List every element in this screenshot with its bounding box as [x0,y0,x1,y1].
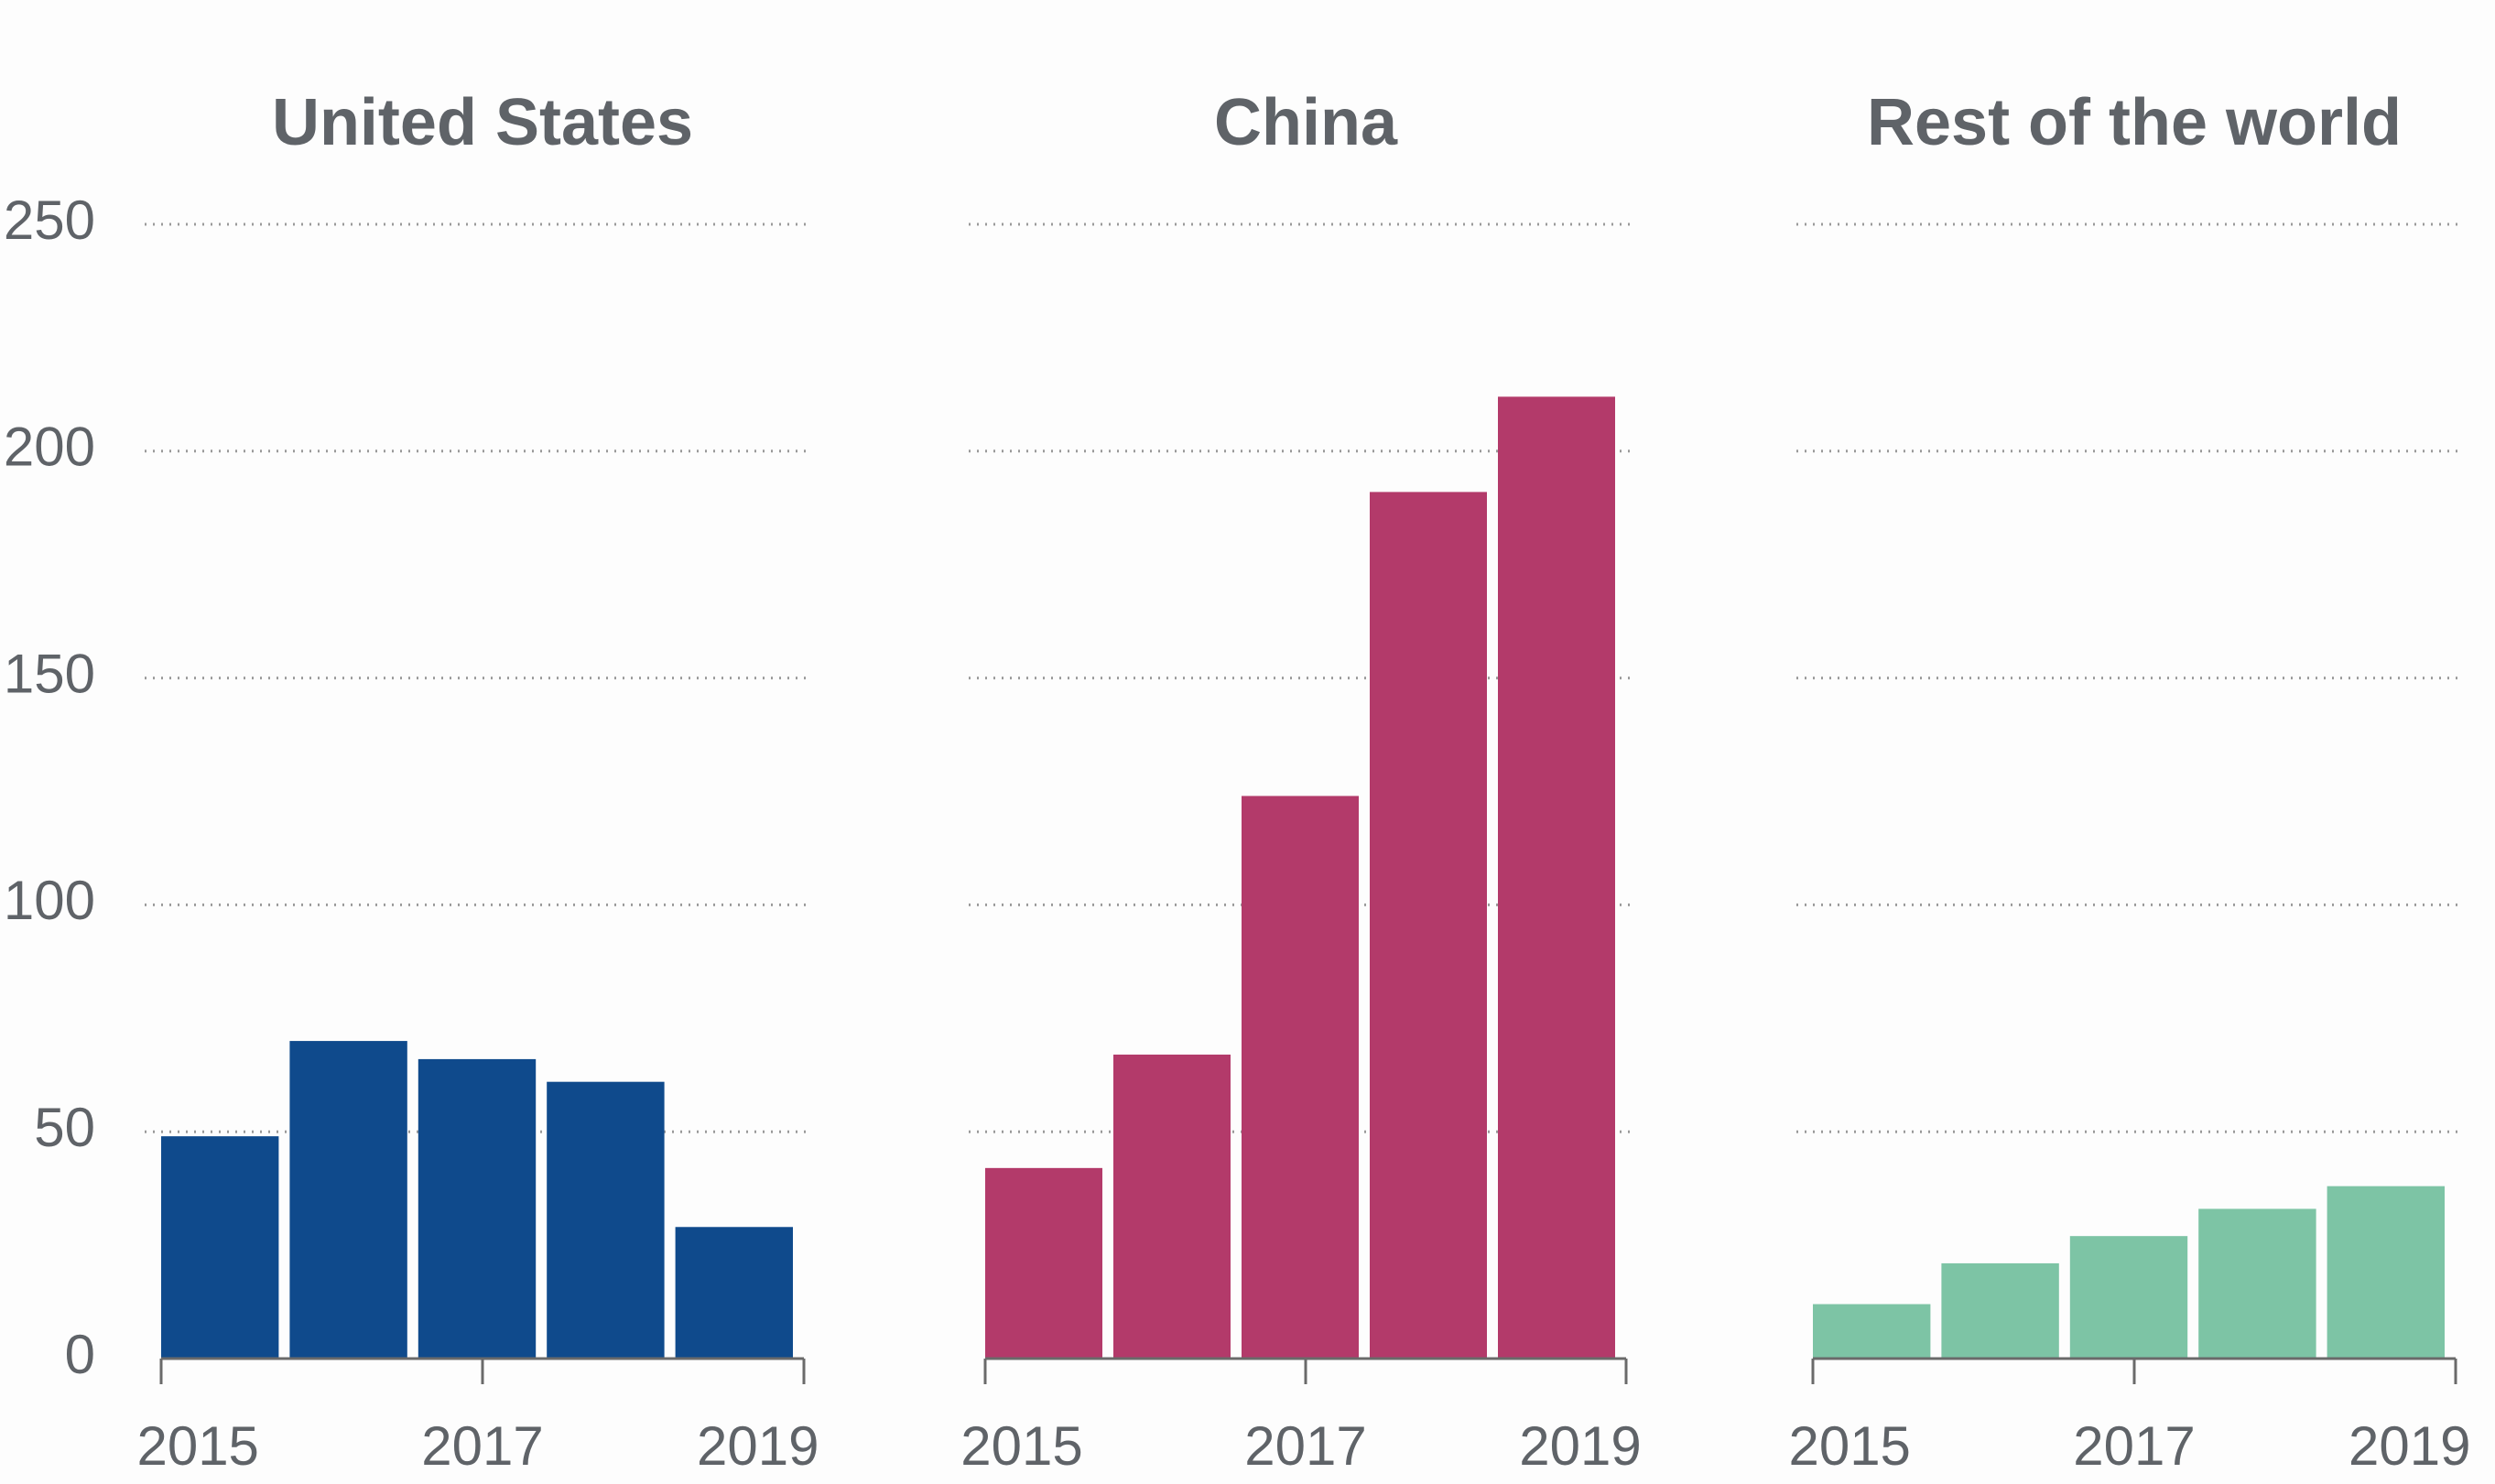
bar [289,1041,407,1359]
x-tick-label: 2019 [2349,1415,2470,1477]
panel-title: United States [272,86,693,159]
bar [2069,1236,2188,1359]
bar [161,1136,279,1359]
bar [1498,396,1615,1359]
x-tick-label: 2017 [2073,1415,2195,1477]
bar [1813,1304,1931,1359]
bar [547,1081,665,1359]
bar [1941,1262,2059,1359]
y-tick-label: 150 [4,643,95,704]
x-tick-label: 2017 [1244,1415,1366,1477]
y-tick-label: 200 [4,417,95,478]
x-tick-label: 2019 [1519,1415,1641,1477]
panel-title: Rest of the world [1867,86,2402,159]
panel-title: China [1214,86,1398,159]
x-tick-label: 2017 [421,1415,543,1477]
x-tick-label: 2019 [697,1415,819,1477]
x-tick-label: 2015 [136,1415,258,1477]
bar [1113,1054,1231,1359]
bar [2327,1186,2445,1359]
x-tick-label: 2015 [1788,1415,1910,1477]
bar [2198,1208,2316,1359]
y-tick-label: 250 [4,190,95,251]
y-tick-label: 0 [65,1324,95,1385]
bar [1242,796,1359,1359]
bar [1370,492,1487,1359]
bar [985,1167,1102,1359]
bar [418,1058,537,1359]
bar [675,1227,793,1359]
y-tick-label: 50 [34,1097,95,1158]
y-tick-label: 100 [4,870,95,931]
x-tick-label: 2015 [960,1415,1082,1477]
